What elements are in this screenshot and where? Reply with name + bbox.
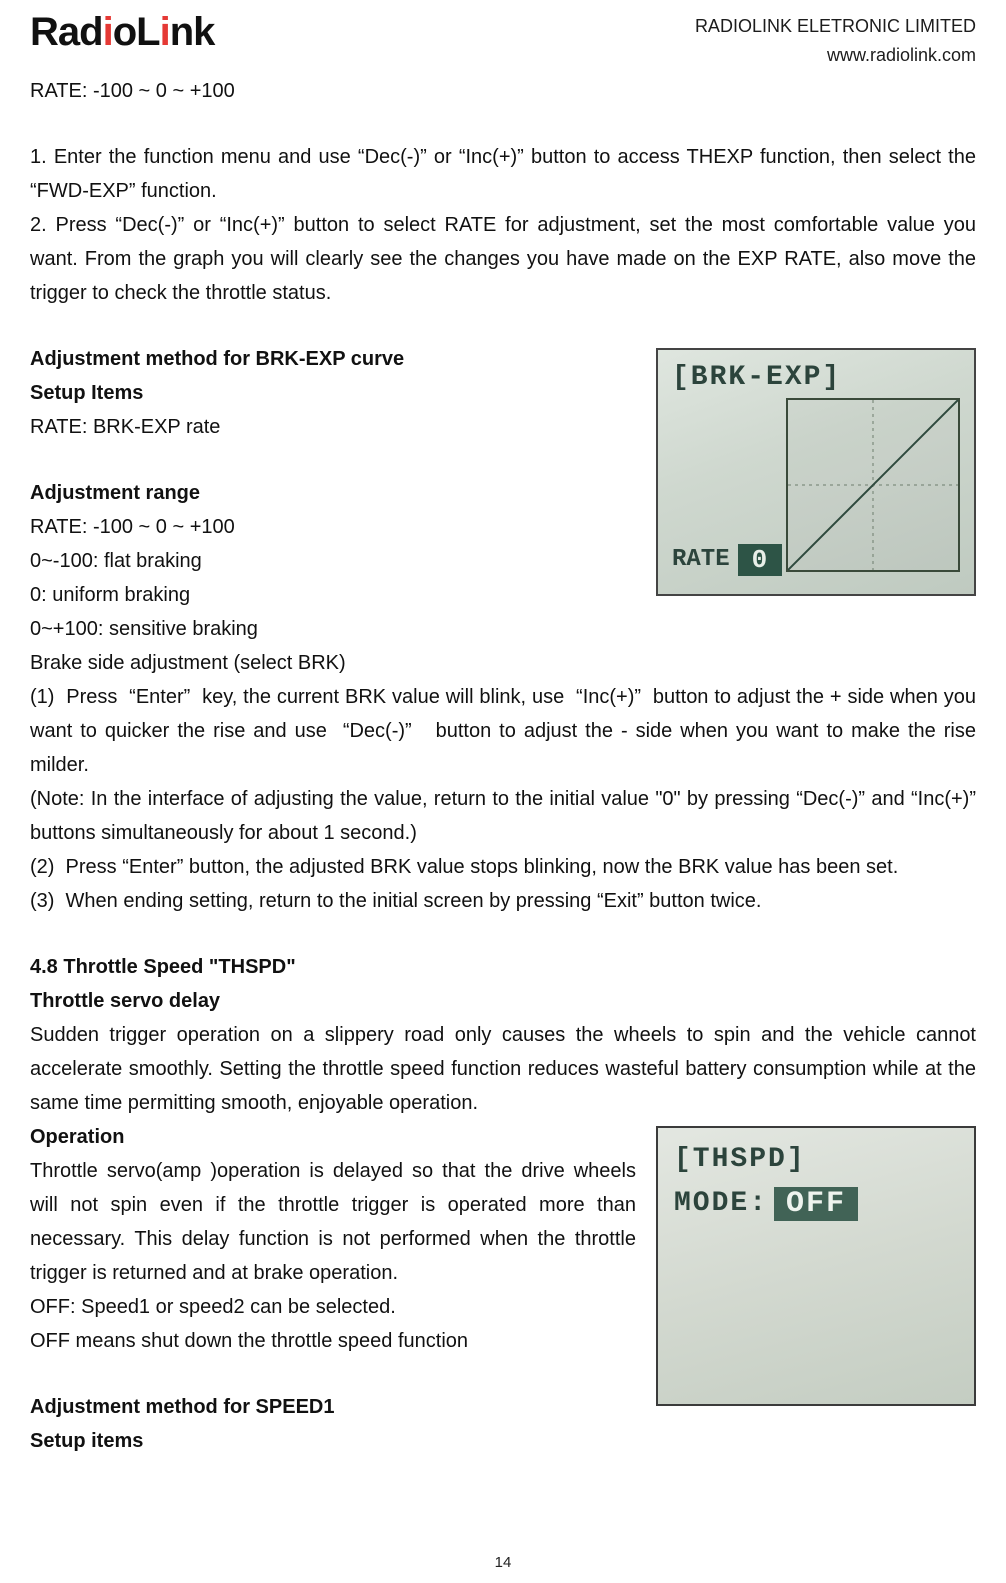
step-2: 2. Press “Dec(-)” or “Inc(+)” button to …	[30, 208, 976, 310]
page-number: 14	[0, 1554, 1006, 1571]
lcd-graph-line	[788, 400, 958, 570]
logo-text: RadioLink	[30, 10, 214, 55]
lcd-rate: RATE 0	[672, 544, 782, 576]
lcd2-mode-value: OFF	[774, 1187, 858, 1221]
lcd2-mode-row: MODE: OFF	[674, 1187, 962, 1221]
lcd-graph	[786, 398, 960, 572]
page-header: RadioLink RADIOLINK ELETRONIC LIMITED ww…	[30, 10, 976, 70]
logo-text-accent: i	[103, 10, 113, 54]
logo-text-part: Rad	[30, 10, 103, 54]
step-1: 1. Enter the function menu and use “Dec(…	[30, 140, 976, 208]
brk-p2: (2) Press “Enter” button, the adjusted B…	[30, 850, 976, 884]
header-right: RADIOLINK ELETRONIC LIMITED www.radiolin…	[695, 12, 976, 70]
speed1-sub: Setup items	[30, 1424, 976, 1458]
thspd-intro: Sudden trigger operation on a slippery r…	[30, 1018, 976, 1120]
lcd2-title: [THSPD]	[674, 1144, 962, 1175]
brk-note: (Note: In the interface of adjusting the…	[30, 782, 976, 850]
logo: RadioLink	[30, 10, 214, 55]
lcd2-mode-label: MODE:	[674, 1188, 768, 1219]
brk-p3: (3) When ending setting, return to the i…	[30, 884, 976, 918]
lcd-brk-exp: [BRK-EXP] RATE 0	[656, 348, 976, 596]
company-name: RADIOLINK ELETRONIC LIMITED	[695, 12, 976, 41]
brk-sel: Brake side adjustment (select BRK)	[30, 646, 976, 680]
thspd-section: 4.8 Throttle Speed "THSPD" Throttle serv…	[30, 950, 976, 1458]
logo-text-accent: i	[160, 10, 170, 54]
brk-p1: (1) Press “Enter” key, the current BRK v…	[30, 680, 976, 782]
logo-text-part: oL	[113, 10, 160, 54]
lcd-rate-label: RATE	[672, 546, 730, 573]
company-url: www.radiolink.com	[695, 41, 976, 70]
lcd-graph-svg	[788, 400, 958, 570]
thspd-sub: Throttle servo delay	[30, 984, 976, 1018]
thspd-h: 4.8 Throttle Speed "THSPD"	[30, 950, 976, 984]
brk-range-c: 0~+100: sensitive braking	[30, 612, 976, 646]
logo-text-part: nk	[170, 10, 215, 54]
lcd-title: [BRK-EXP]	[672, 362, 964, 393]
rate-line: RATE: -100 ~ 0 ~ +100	[30, 74, 976, 108]
lcd-rate-value: 0	[738, 544, 783, 576]
brk-exp-section: [BRK-EXP] RATE 0 Adjustment method for B…	[30, 342, 976, 918]
lcd-thspd: [THSPD] MODE: OFF	[656, 1126, 976, 1406]
